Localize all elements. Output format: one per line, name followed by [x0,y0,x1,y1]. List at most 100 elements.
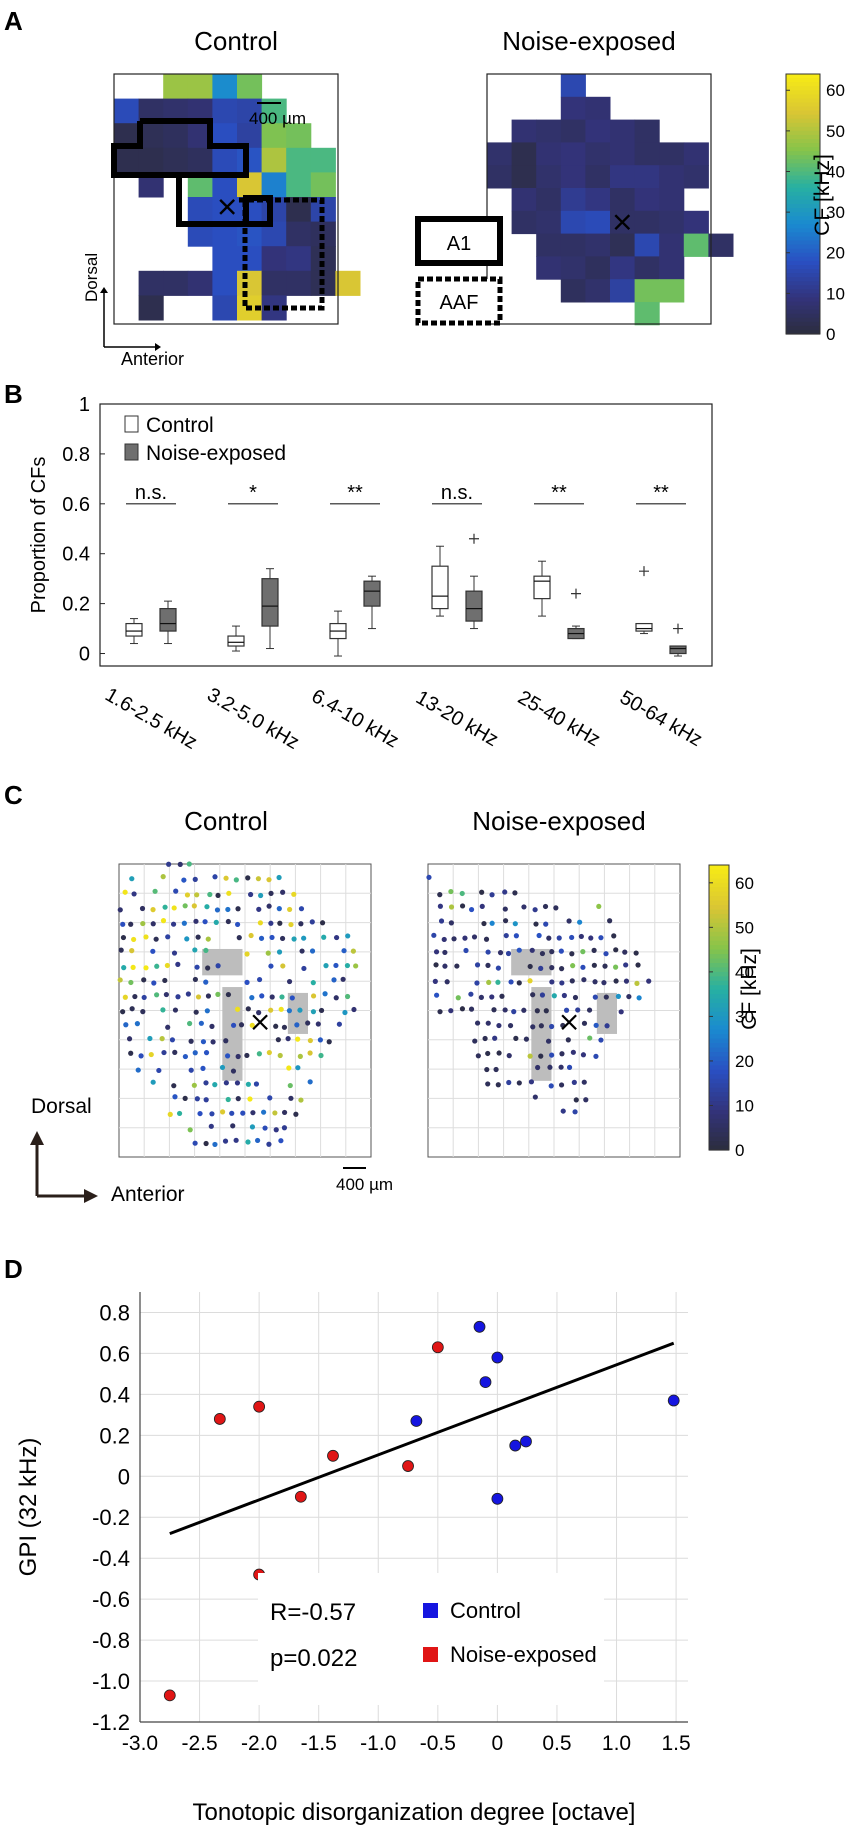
recording-site-dot [591,947,597,953]
recording-site-dot [570,1049,576,1055]
recording-site-dot [257,920,263,926]
point-control [491,1492,504,1505]
heat-cell [708,233,734,257]
recording-site-dot [586,1007,593,1013]
recording-site-dot [561,992,567,999]
recording-site-dot [459,903,466,909]
heat-cell [487,165,513,189]
recording-site-dot [150,921,156,927]
recording-site-dot [615,993,622,999]
colorbar-tick-label: 30 [826,203,845,222]
recording-site-dot [484,1066,490,1073]
recording-site-dot [129,876,135,882]
heat-cell [261,147,287,173]
recording-site-dot [281,1125,288,1131]
recording-site-dot [181,877,187,883]
recording-site-dot [162,904,168,910]
recording-site-dot [289,995,295,1001]
recording-site-dot [172,1094,178,1100]
recording-site-dot [516,1080,522,1086]
recording-site-dot [132,993,138,1000]
colorbar-segment [786,260,820,266]
recording-site-dot [528,1079,535,1085]
recording-site-dot [603,994,609,1000]
recording-site-dot [278,1138,284,1144]
y-tick-label: 0.8 [99,1300,130,1325]
heat-cell [634,233,660,257]
recording-site-dot [141,994,147,1001]
recording-site-dot [451,936,457,942]
heat-cell [237,246,263,272]
recording-site-dot [266,1141,272,1147]
heat-cell [610,119,636,143]
recording-site-dot [134,1021,140,1027]
colorbar-segment [709,922,729,928]
recording-site-dot [280,963,286,969]
colorbar-segment [786,187,820,193]
recording-site-dot [244,951,250,957]
colorbar-segment [786,208,820,213]
recording-site-dot [240,1110,246,1116]
colorbar-segment [786,281,820,286]
colorbar-segment [786,232,820,238]
colorbar-segment [786,293,820,299]
colorbar-segment [786,273,820,278]
colorbar-tick-label: 50 [735,918,754,937]
colorbar-segment [709,909,729,915]
point-noise [402,1460,414,1472]
heat-cell [610,188,636,212]
recording-site-dot [496,1050,502,1056]
recording-site-dot [350,948,356,954]
heat-cell [286,246,312,272]
heat-cell [560,74,586,98]
point-control [520,1435,532,1448]
colorbar-segment [786,269,820,274]
orient-anterior-arrow-a [155,343,161,351]
heat-cell [560,142,586,166]
recording-site-dot [516,980,522,986]
colorbar-segment [786,264,820,270]
colorbar-segment [709,1069,729,1075]
heat-cell [659,279,685,303]
box-control [635,622,653,632]
recording-site-dot [123,1022,129,1028]
recording-site-dot [539,950,546,957]
colorbar-segment [786,90,820,95]
significance-label: ** [347,482,363,504]
x-tick-label: 50-64 kHz [616,686,706,751]
recording-site-dot [581,977,587,983]
box-control [227,635,245,647]
recording-site-dot [307,1079,313,1085]
colorbar-segment [709,1034,729,1040]
heat-cell [560,279,586,303]
colorbar-segment [786,139,820,144]
recording-site-dot [592,994,598,1000]
recording-site-dot [273,1127,279,1133]
recording-site-dot [549,949,555,955]
recording-site-dot [223,1080,229,1086]
recording-site-dot [245,1006,251,1012]
legend-a1-label: A1 [447,233,471,255]
recording-site-dot [529,947,535,953]
colorbar-segment [786,98,820,104]
recording-site-dot [448,1008,454,1014]
recording-site-dot [222,1138,229,1144]
recording-site-dot [160,1007,166,1013]
recording-site-dot [233,1137,239,1143]
box-outlier [673,623,683,634]
recording-site-dot [580,1052,587,1058]
heat-cell [560,165,586,189]
recording-site-dot [580,964,586,970]
recording-site-dot [269,994,275,1000]
recording-site-dot [503,932,509,939]
colorbar-tick-label: 40 [826,162,845,181]
recording-site-dot [545,1038,552,1044]
recording-site-dot [203,1140,209,1147]
recording-site-dot [162,977,168,984]
recording-site-dot [234,1006,241,1012]
heat-cell [237,74,263,100]
recording-site-dot [275,1037,281,1043]
recording-site-dot [161,1049,167,1056]
recording-site-dot [587,1035,593,1041]
recording-site-dot [581,1020,588,1026]
